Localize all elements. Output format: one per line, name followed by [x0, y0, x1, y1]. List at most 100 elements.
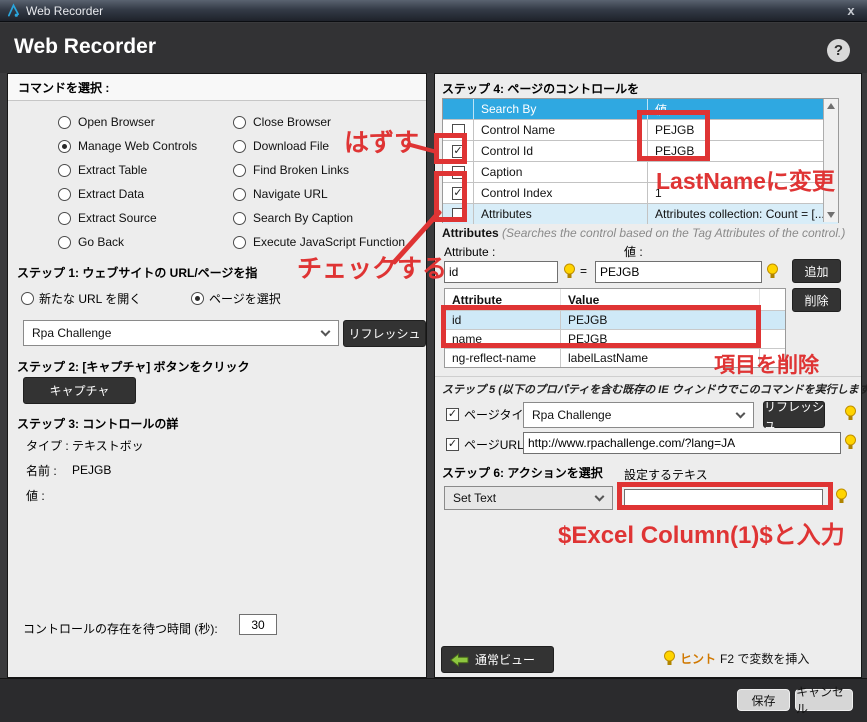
- page-title-dropdown[interactable]: Rpa Challenge: [523, 402, 754, 428]
- hint-row: ヒント F2 で変数を挿入: [663, 650, 809, 667]
- attributes-label: Attributes: [442, 226, 499, 240]
- radio-icon[interactable]: [58, 235, 71, 249]
- page-url-checkbox-row[interactable]: ✓ ページURL: [446, 436, 524, 453]
- radio-icon[interactable]: [233, 187, 246, 201]
- radio-icon[interactable]: [58, 163, 71, 177]
- command-label: Navigate URL: [253, 187, 328, 201]
- cell-value: PEJGB: [647, 141, 824, 161]
- set-text-field-label: 設定するテキス: [624, 468, 708, 482]
- cell-search-by: Control Name: [473, 120, 647, 140]
- capture-button[interactable]: キャプチャ: [23, 377, 136, 404]
- command-search-by-caption[interactable]: Search By Caption: [233, 206, 418, 230]
- command-execute-javascript[interactable]: Execute JavaScript Function: [233, 230, 418, 254]
- step3-title: ステップ 3: コントロールの詳: [17, 417, 179, 431]
- attribute-value-input[interactable]: [595, 261, 762, 283]
- radio-icon[interactable]: [233, 139, 246, 153]
- attr-row-name[interactable]: name PEJGB: [445, 329, 785, 348]
- search-by-table: Search By 値 Control Name PEJGB ✓ Control…: [442, 98, 839, 224]
- command-extract-source[interactable]: Extract Source: [58, 206, 233, 230]
- radio-icon[interactable]: [58, 187, 71, 201]
- command-extract-table[interactable]: Extract Table: [58, 158, 233, 182]
- cancel-button[interactable]: キャンセル: [795, 685, 853, 716]
- set-text-input[interactable]: [624, 489, 823, 508]
- attribute-field-label: Attribute :: [444, 245, 496, 259]
- variable-bulb-icon[interactable]: [563, 263, 576, 280]
- action-value: Set Text: [453, 491, 497, 505]
- command-download-file[interactable]: Download File: [233, 134, 418, 158]
- radio-icon[interactable]: [233, 163, 246, 177]
- radio-icon[interactable]: [58, 211, 71, 225]
- table-row-control-index[interactable]: ✓ Control Index 1: [443, 182, 838, 203]
- command-navigate-url[interactable]: Navigate URL: [233, 182, 418, 206]
- command-close-browser[interactable]: Close Browser: [233, 110, 418, 134]
- page-title: Web Recorder: [14, 35, 156, 58]
- table-row-attributes[interactable]: Attributes Attributes collection: Count …: [443, 203, 838, 224]
- radio-icon[interactable]: [233, 115, 246, 129]
- add-attribute-button[interactable]: 追加: [792, 259, 841, 283]
- variable-bulb-icon[interactable]: [844, 434, 857, 451]
- table-scrollbar[interactable]: [823, 99, 838, 222]
- hint-label: ヒント: [680, 652, 717, 666]
- cell-search-by: Attributes: [473, 204, 647, 224]
- attr-row-id[interactable]: id PEJGB: [445, 310, 785, 329]
- normal-view-label: 通常ビュー: [475, 653, 536, 667]
- scroll-up-icon[interactable]: [827, 103, 835, 109]
- checkbox[interactable]: [451, 207, 465, 221]
- hint-bulb-icon: [663, 650, 676, 667]
- search-by-table-header: Search By 値: [443, 99, 838, 119]
- checkbox[interactable]: ✓: [446, 408, 459, 421]
- command-manage-web-controls[interactable]: Manage Web Controls: [58, 134, 233, 158]
- cell-search-by: Control Id: [473, 141, 647, 161]
- delete-attribute-button[interactable]: 削除: [792, 288, 841, 312]
- save-button[interactable]: 保存: [737, 689, 790, 711]
- checkbox[interactable]: ✓: [451, 186, 465, 200]
- command-extract-data[interactable]: Extract Data: [58, 182, 233, 206]
- page-url-input[interactable]: [523, 432, 841, 454]
- cell-value: [647, 162, 824, 182]
- table-row-caption[interactable]: Caption: [443, 161, 838, 182]
- radio-icon[interactable]: [21, 292, 34, 305]
- step1-title: ステップ 1: ウェブサイトの URL/ページを指: [17, 266, 258, 280]
- attr-row-ng-reflect-name[interactable]: ng-reflect-name labelLastName: [445, 348, 785, 367]
- refresh-page-title-button[interactable]: リフレッシュ: [763, 399, 825, 431]
- radio-new-url[interactable]: 新たな URL を開く: [21, 290, 141, 307]
- command-label: Open Browser: [78, 115, 155, 129]
- checkbox[interactable]: [451, 123, 465, 137]
- scroll-down-icon[interactable]: [827, 212, 835, 218]
- radio-icon[interactable]: [233, 235, 246, 249]
- table-row-control-id[interactable]: ✓ Control Id PEJGB: [443, 140, 838, 161]
- radio-icon[interactable]: [58, 115, 71, 129]
- command-find-broken-links[interactable]: Find Broken Links: [233, 158, 418, 182]
- close-icon[interactable]: x: [847, 3, 855, 18]
- command-go-back[interactable]: Go Back: [58, 230, 233, 254]
- radio-icon[interactable]: [58, 139, 71, 153]
- radio-select-page[interactable]: ページを選択: [191, 290, 281, 307]
- attributes-caption: Attributes (Searches the control based o…: [442, 226, 845, 240]
- dialog-header: Web Recorder ?: [0, 23, 867, 73]
- attributes-table-header: Attribute Value: [445, 289, 785, 310]
- attr-header: Attribute: [452, 292, 502, 307]
- variable-bulb-icon[interactable]: [844, 405, 857, 422]
- page-select-dropdown[interactable]: Rpa Challenge: [23, 320, 339, 346]
- wait-time-input[interactable]: [239, 614, 277, 635]
- command-open-browser[interactable]: Open Browser: [58, 110, 233, 134]
- checkbox[interactable]: ✓: [446, 438, 459, 451]
- window-title: Web Recorder: [26, 3, 104, 18]
- step5-title: ステップ 5 (以下のプロパティを含む既存の IE ウィンドウでこのコマンドを実…: [442, 384, 867, 396]
- table-row-control-name[interactable]: Control Name PEJGB: [443, 119, 838, 140]
- checkbox[interactable]: ✓: [451, 144, 465, 158]
- command-panel: コマンドを選択 : Open Browser Close Browser Man…: [7, 73, 427, 678]
- refresh-button[interactable]: リフレッシュ: [343, 320, 426, 347]
- help-icon[interactable]: ?: [827, 39, 850, 62]
- command-section-header: コマンドを選択 :: [8, 74, 426, 101]
- normal-view-button[interactable]: 通常ビュー: [441, 646, 554, 673]
- page-select-value: Rpa Challenge: [32, 326, 112, 340]
- radio-icon[interactable]: [233, 211, 246, 225]
- variable-bulb-icon[interactable]: [766, 263, 779, 280]
- radio-icon[interactable]: [191, 292, 204, 305]
- chevron-down-icon: [594, 491, 605, 502]
- action-dropdown[interactable]: Set Text: [444, 486, 613, 510]
- attribute-input[interactable]: [444, 261, 558, 283]
- variable-bulb-icon[interactable]: [835, 488, 848, 505]
- checkbox[interactable]: [451, 165, 465, 179]
